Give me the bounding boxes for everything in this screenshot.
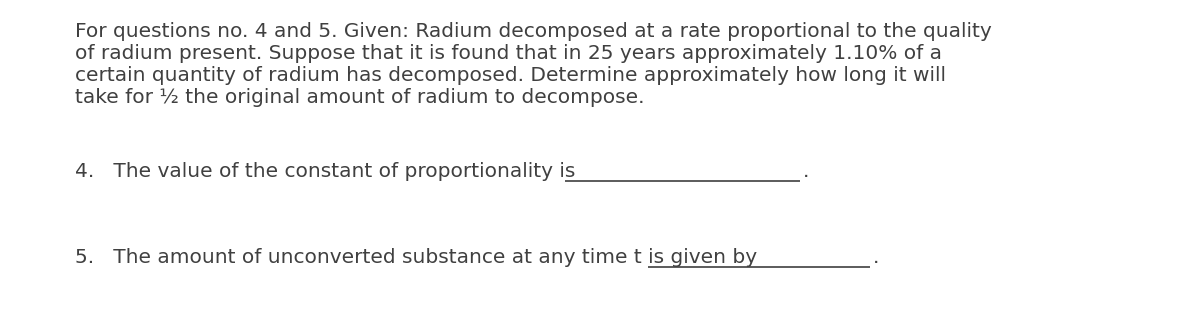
Text: .: .	[874, 248, 880, 267]
Text: For questions no. 4 and 5. Given: Radium decomposed at a rate proportional to th: For questions no. 4 and 5. Given: Radium…	[74, 22, 991, 41]
Text: certain quantity of radium has decomposed. Determine approximately how long it w: certain quantity of radium has decompose…	[74, 66, 946, 85]
Text: 4.   The value of the constant of proportionality is: 4. The value of the constant of proporti…	[74, 162, 575, 181]
Text: take for ½ the original amount of radium to decompose.: take for ½ the original amount of radium…	[74, 88, 644, 107]
Text: of radium present. Suppose that it is found that in 25 years approximately 1.10%: of radium present. Suppose that it is fo…	[74, 44, 942, 63]
Text: 5.   The amount of unconverted substance at any time t is given by: 5. The amount of unconverted substance a…	[74, 248, 757, 267]
Text: .: .	[803, 162, 809, 181]
